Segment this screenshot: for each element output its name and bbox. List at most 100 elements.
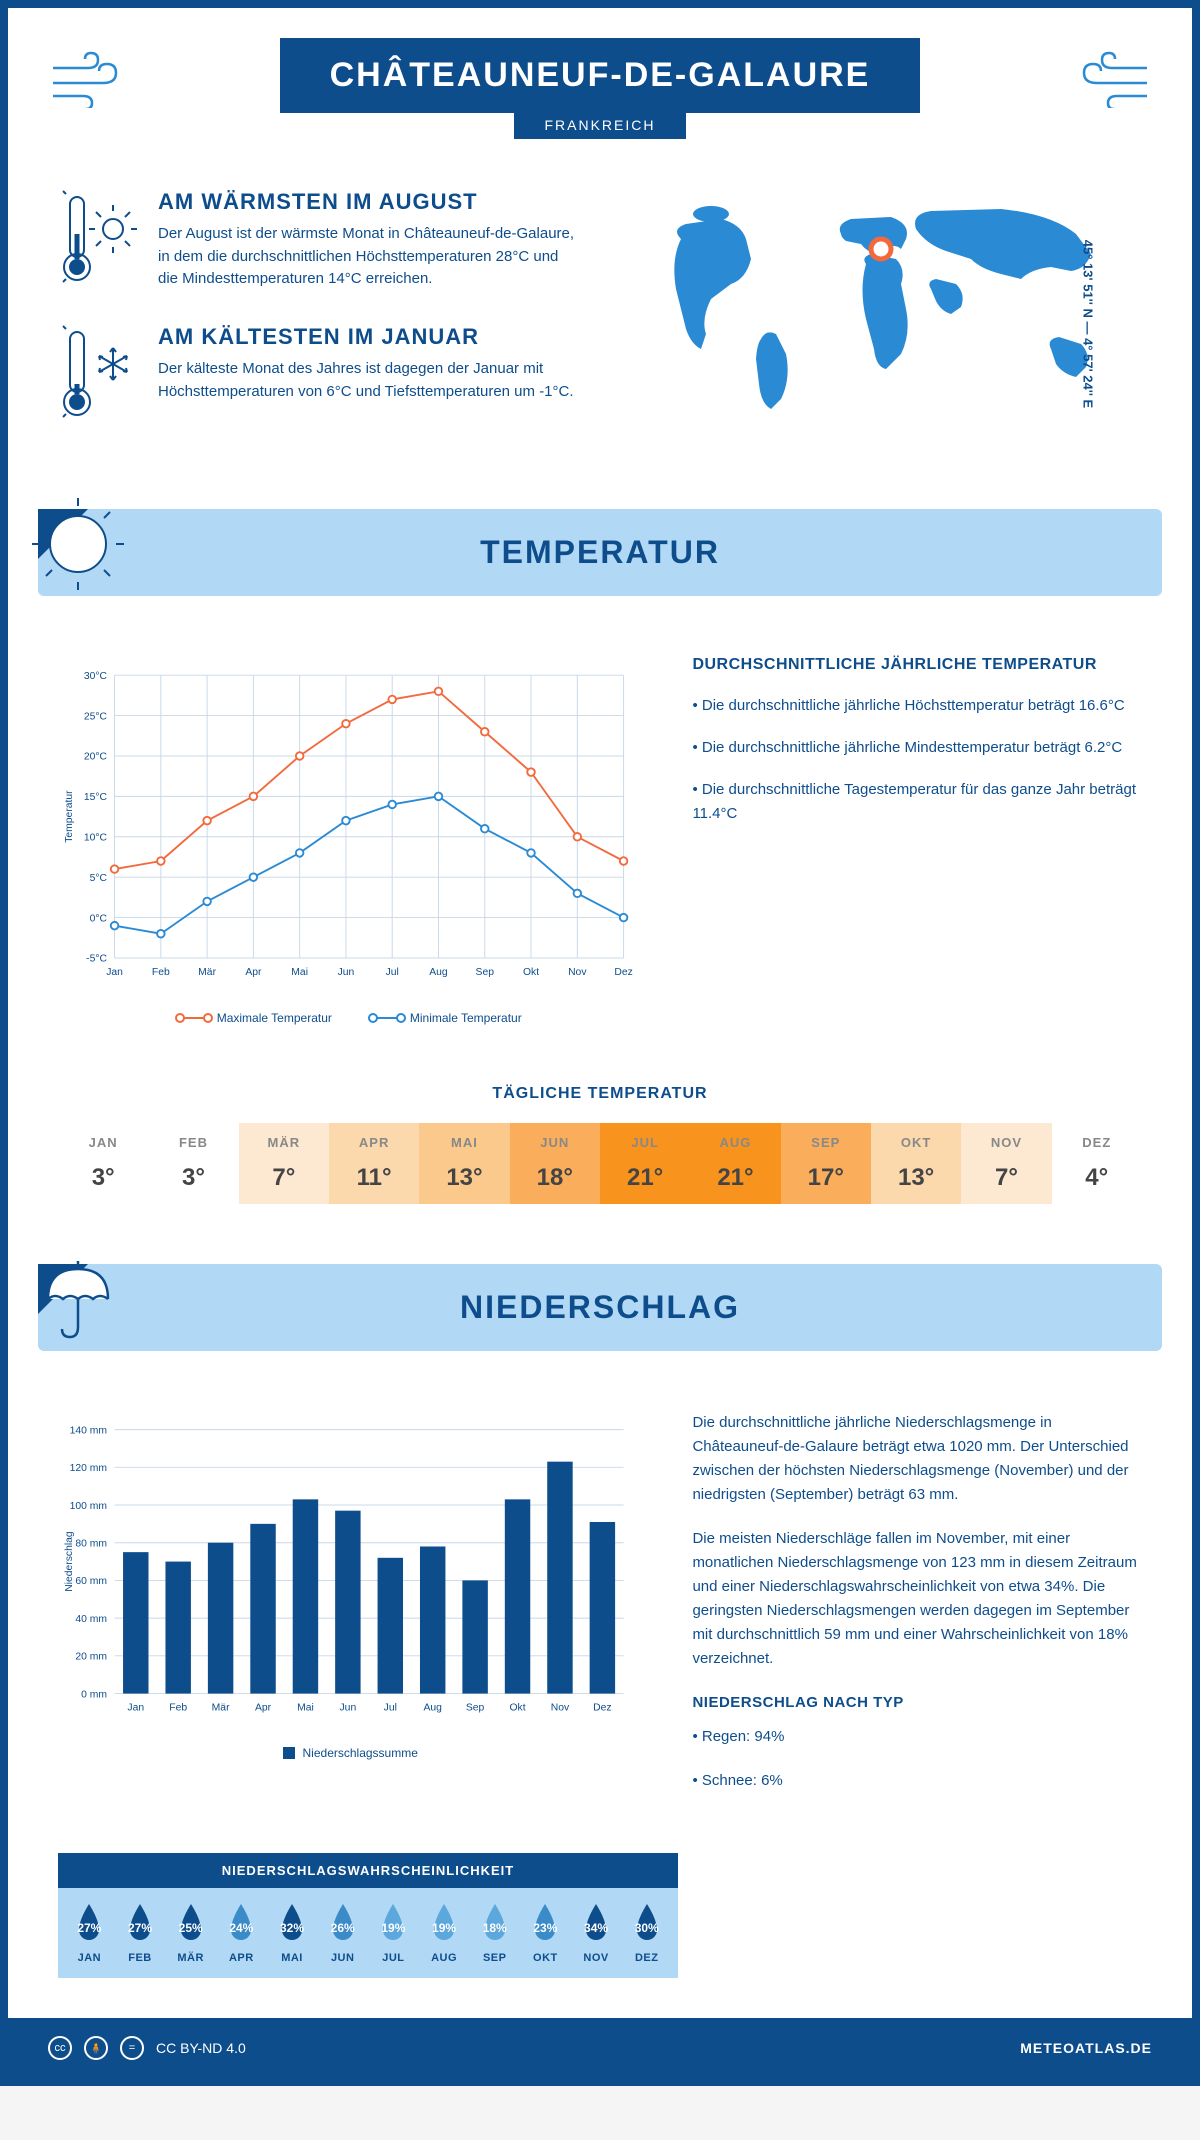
temp-bullet: • Die durchschnittliche Tagestemperatur … [692, 778, 1142, 826]
wind-icon [1072, 48, 1152, 120]
probability-box: NIEDERSCHLAGSWAHRSCHEINLICHKEIT 27%JAN27… [58, 1853, 678, 1978]
footer: cc 🧍 = CC BY-ND 4.0 METEOATLAS.DE [8, 2018, 1192, 2078]
prob-grid: 27%JAN27%FEB25%MÄR24%APR32%MAI26%JUN19%J… [58, 1888, 678, 1978]
svg-text:25°C: 25°C [84, 711, 108, 722]
intro-section: AM WÄRMSTEN IM AUGUST Der August ist der… [8, 159, 1192, 489]
daily-temp-cell: JUL21° [600, 1123, 690, 1204]
nd-icon: = [120, 2036, 144, 2060]
rain-sidebar: Die durchschnittliche jährliche Niedersc… [692, 1411, 1142, 1813]
svg-text:10°C: 10°C [84, 833, 108, 844]
warm-title: AM WÄRMSTEN IM AUGUST [158, 189, 580, 215]
svg-text:Apr: Apr [245, 967, 262, 978]
svg-text:Nov: Nov [551, 1703, 570, 1714]
svg-text:Aug: Aug [429, 967, 448, 978]
temp-line-chart: -5°C 0°C 5°C 10°C 15°C 20°C 25°C 30°C Jan Feb Mär A… [58, 656, 642, 1025]
svg-text:140 mm: 140 mm [70, 1425, 107, 1436]
temp-sidebar: DURCHSCHNITTLICHE JÄHRLICHE TEMPERATUR •… [692, 656, 1142, 1025]
svg-text:-5°C: -5°C [86, 954, 107, 965]
svg-text:Jun: Jun [338, 967, 355, 978]
rain-p2: Die meisten Niederschläge fallen im Nove… [692, 1527, 1142, 1671]
daily-temp-cell: OKT13° [871, 1123, 961, 1204]
prob-cell: 30%DEZ [621, 1902, 672, 1964]
daily-temp-cell: FEB3° [148, 1123, 238, 1204]
svg-text:40 mm: 40 mm [75, 1614, 107, 1625]
temp-legend: Maximale Temperatur Minimale Temperatur [58, 1011, 642, 1025]
by-icon: 🧍 [84, 2036, 108, 2060]
prob-cell: 19%JUL [368, 1902, 419, 1964]
thermometer-hot-icon [58, 189, 138, 294]
svg-text:Mai: Mai [297, 1703, 314, 1714]
prob-cell: 27%FEB [115, 1902, 166, 1964]
cold-fact: AM KÄLTESTEN IM JANUAR Der kälteste Mona… [58, 324, 580, 429]
world-map-icon [620, 189, 1142, 429]
svg-text:5°C: 5°C [90, 873, 108, 884]
svg-text:0 mm: 0 mm [81, 1689, 107, 1700]
prob-cell: 27%JAN [64, 1902, 115, 1964]
temp-bullet: • Die durchschnittliche jährliche Mindes… [692, 736, 1142, 760]
svg-text:Temperatur: Temperatur [64, 790, 75, 843]
daily-temp-section: TÄGLICHE TEMPERATUR JAN3°FEB3°MÄR7°APR11… [8, 1065, 1192, 1244]
rain-title: NIEDERSCHLAG [38, 1289, 1162, 1326]
daily-temp-cell: SEP17° [781, 1123, 871, 1204]
svg-text:Okt: Okt [509, 1703, 525, 1714]
svg-text:20 mm: 20 mm [75, 1652, 107, 1663]
cc-icon: cc [48, 2036, 72, 2060]
svg-text:Mär: Mär [198, 967, 216, 978]
daily-temp-cell: NOV7° [961, 1123, 1051, 1204]
rain-section-banner: NIEDERSCHLAG [38, 1264, 1162, 1351]
svg-text:120 mm: 120 mm [70, 1463, 107, 1474]
daily-temp-cell: APR11° [329, 1123, 419, 1204]
cold-text: Der kälteste Monat des Jahres ist dagege… [158, 358, 580, 403]
prob-cell: 24%APR [216, 1902, 267, 1964]
daily-temp-title: TÄGLICHE TEMPERATUR [58, 1085, 1142, 1103]
svg-text:Sep: Sep [476, 967, 495, 978]
thermometer-cold-icon [58, 324, 138, 429]
svg-text:15°C: 15°C [84, 792, 108, 803]
daily-temp-cell: MAI13° [419, 1123, 509, 1204]
prob-cell: 32%MAI [267, 1902, 318, 1964]
daily-temp-cell: MÄR7° [239, 1123, 329, 1204]
daily-temp-cell: JAN3° [58, 1123, 148, 1204]
svg-text:Jan: Jan [106, 967, 123, 978]
cold-title: AM KÄLTESTEN IM JANUAR [158, 324, 580, 350]
prob-cell: 25%MÄR [165, 1902, 216, 1964]
wind-icon [48, 48, 128, 120]
svg-text:30°C: 30°C [84, 671, 108, 682]
rain-content: 0 mm 20 mm 40 mm 60 mm 80 mm 100 mm 120 mm 140 … [8, 1371, 1192, 1833]
svg-text:Jan: Jan [127, 1703, 144, 1714]
svg-text:Mär: Mär [212, 1703, 230, 1714]
sun-icon [28, 494, 128, 594]
page-title: CHÂTEAUNEUF-DE-GALAURE [280, 38, 921, 113]
rain-legend: Niederschlagssumme [58, 1746, 642, 1760]
svg-text:Feb: Feb [152, 967, 170, 978]
svg-text:Dez: Dez [614, 967, 632, 978]
svg-text:Mai: Mai [291, 967, 308, 978]
svg-text:Nov: Nov [568, 967, 587, 978]
warm-text: Der August ist der wärmste Monat in Chât… [158, 223, 580, 291]
svg-text:Apr: Apr [255, 1703, 272, 1714]
map-container: 45° 13' 51'' N — 4° 57' 24'' E [620, 189, 1142, 459]
license-text: CC BY-ND 4.0 [156, 2040, 246, 2056]
rain-bar-chart: 0 mm 20 mm 40 mm 60 mm 80 mm 100 mm 120 mm 140 … [58, 1411, 642, 1813]
svg-text:Dez: Dez [593, 1703, 611, 1714]
svg-text:80 mm: 80 mm [75, 1538, 107, 1549]
svg-text:Okt: Okt [523, 967, 539, 978]
header: CHÂTEAUNEUF-DE-GALAURE FRANKREICH [8, 8, 1192, 159]
svg-text:Sep: Sep [466, 1703, 485, 1714]
svg-text:Aug: Aug [423, 1703, 442, 1714]
svg-text:Feb: Feb [169, 1703, 187, 1714]
intro-facts: AM WÄRMSTEN IM AUGUST Der August ist der… [58, 189, 580, 459]
brand-text: METEOATLAS.DE [1020, 2040, 1152, 2056]
svg-text:Jul: Jul [384, 1703, 397, 1714]
umbrella-icon [28, 1249, 128, 1349]
daily-temp-grid: JAN3°FEB3°MÄR7°APR11°MAI13°JUN18°JUL21°A… [58, 1123, 1142, 1204]
svg-text:20°C: 20°C [84, 752, 108, 763]
svg-text:0°C: 0°C [90, 913, 108, 924]
page: CHÂTEAUNEUF-DE-GALAURE FRANKREICH AM WÄR… [0, 0, 1200, 2086]
svg-text:Jul: Jul [386, 967, 399, 978]
rain-type-bullet: • Schnee: 6% [692, 1769, 1142, 1793]
svg-text:100 mm: 100 mm [70, 1501, 107, 1512]
svg-text:60 mm: 60 mm [75, 1576, 107, 1587]
rain-type-bullet: • Regen: 94% [692, 1725, 1142, 1749]
page-subtitle: FRANKREICH [514, 111, 685, 139]
